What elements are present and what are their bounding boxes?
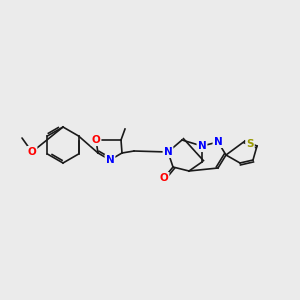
Text: S: S (246, 139, 254, 149)
Text: N: N (198, 141, 206, 151)
Text: O: O (28, 147, 36, 157)
Text: O: O (160, 173, 168, 183)
Text: N: N (106, 155, 114, 165)
Text: O: O (92, 135, 100, 145)
Text: N: N (214, 137, 222, 147)
Text: N: N (164, 147, 172, 157)
